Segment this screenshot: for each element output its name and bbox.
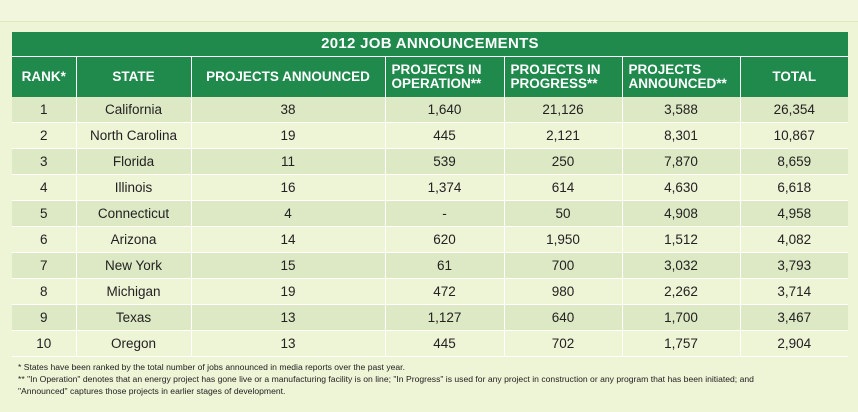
progress-cell: 640	[504, 304, 623, 331]
announced-cell: 1,700	[622, 304, 741, 331]
operation-cell: 539	[385, 148, 505, 175]
total-cell: 4,082	[740, 226, 848, 253]
data-table: RANK* STATE PROJECTS ANNOUNCED PROJECTS …	[12, 57, 848, 357]
rank-cell: 10	[12, 330, 77, 357]
table-row: 6 Arizona 14 620 1,950 1,512 4,082	[12, 226, 848, 253]
announced-cell: 4,630	[622, 174, 741, 201]
operation-cell: 61	[385, 252, 505, 279]
col-header-announced: PROJECTS ANNOUNCED**	[622, 57, 741, 97]
header-row: RANK* STATE PROJECTS ANNOUNCED PROJECTS …	[12, 57, 848, 97]
state-cell: Michigan	[76, 278, 192, 305]
projects-cell: 19	[191, 122, 386, 149]
total-cell: 3,714	[740, 278, 848, 305]
progress-cell: 702	[504, 330, 623, 357]
table-row: 4 Illinois 16 1,374 614 4,630 6,618	[12, 174, 848, 201]
footnote-definitions: ** "In Operation" denotes that an energy…	[18, 374, 754, 384]
total-cell: 26,354	[740, 97, 848, 123]
table-row: 3 Florida 11 539 250 7,870 8,659	[12, 148, 848, 175]
rank-cell: 6	[12, 226, 77, 253]
operation-cell: 445	[385, 330, 505, 357]
projects-cell: 15	[191, 252, 386, 279]
projects-cell: 16	[191, 174, 386, 201]
progress-cell: 250	[504, 148, 623, 175]
progress-cell: 700	[504, 252, 623, 279]
progress-cell: 2,121	[504, 122, 623, 149]
rank-cell: 8	[12, 278, 77, 305]
state-cell: Oregon	[76, 330, 192, 357]
rank-cell: 2	[12, 122, 77, 149]
rank-cell: 7	[12, 252, 77, 279]
operation-cell: 472	[385, 278, 505, 305]
announced-cell: 1,757	[622, 330, 741, 357]
table-body: 1 California 38 1,640 21,126 3,588 26,354 2 Nort…	[12, 97, 848, 357]
col-header-projects-announced: PROJECTS ANNOUNCED	[191, 57, 386, 97]
total-cell: 4,958	[740, 200, 848, 227]
table-row: 8 Michigan 19 472 980 2,262 3,714	[12, 278, 848, 305]
total-cell: 10,867	[740, 122, 848, 149]
table-row: 2 North Carolina 19 445 2,121 8,301 10,867	[12, 122, 848, 149]
progress-cell: 980	[504, 278, 623, 305]
projects-cell: 11	[191, 148, 386, 175]
footnotes: * States have been ranked by the total n…	[18, 361, 848, 397]
progress-cell: 50	[504, 200, 623, 227]
progress-cell: 21,126	[504, 97, 623, 123]
state-cell: Florida	[76, 148, 192, 175]
operation-cell: 445	[385, 122, 505, 149]
footnote-ranking: * States have been ranked by the total n…	[18, 362, 405, 372]
col-header-state: STATE	[76, 57, 192, 97]
state-cell: New York	[76, 252, 192, 279]
total-cell: 6,618	[740, 174, 848, 201]
rank-cell: 5	[12, 200, 77, 227]
total-cell: 8,659	[740, 148, 848, 175]
operation-cell: -	[385, 200, 505, 227]
job-announcements-table: 2012 JOB ANNOUNCEMENTS RANK* STATE PROJE…	[12, 32, 848, 357]
total-cell: 2,904	[740, 330, 848, 357]
state-cell: Arizona	[76, 226, 192, 253]
projects-cell: 19	[191, 278, 386, 305]
projects-cell: 38	[191, 97, 386, 123]
table-title: 2012 JOB ANNOUNCEMENTS	[12, 32, 848, 57]
announced-cell: 3,588	[622, 97, 741, 123]
table-row: 7 New York 15 61 700 3,032 3,793	[12, 252, 848, 279]
table-row: 9 Texas 13 1,127 640 1,700 3,467	[12, 304, 848, 331]
announced-cell: 3,032	[622, 252, 741, 279]
progress-cell: 614	[504, 174, 623, 201]
projects-cell: 4	[191, 200, 386, 227]
announced-cell: 1,512	[622, 226, 741, 253]
projects-cell: 13	[191, 330, 386, 357]
projects-cell: 13	[191, 304, 386, 331]
col-header-in-operation: PROJECTS IN OPERATION**	[385, 57, 505, 97]
table-row: 5 Connecticut 4-50 4,908 4,958	[12, 200, 848, 227]
top-decorative-band	[0, 0, 858, 22]
rank-cell: 3	[12, 148, 77, 175]
announced-cell: 4,908	[622, 200, 741, 227]
state-cell: North Carolina	[76, 122, 192, 149]
col-header-total: TOTAL	[740, 57, 848, 97]
table-row: 10 Oregon 13 445 702 1,757 2,904	[12, 330, 848, 357]
operation-cell: 1,374	[385, 174, 505, 201]
announced-cell: 8,301	[622, 122, 741, 149]
operation-cell: 620	[385, 226, 505, 253]
projects-cell: 14	[191, 226, 386, 253]
rank-cell: 4	[12, 174, 77, 201]
state-cell: Texas	[76, 304, 192, 331]
announced-cell: 7,870	[622, 148, 741, 175]
total-cell: 3,793	[740, 252, 848, 279]
total-cell: 3,467	[740, 304, 848, 331]
progress-cell: 1,950	[504, 226, 623, 253]
rank-cell: 1	[12, 97, 77, 123]
state-cell: Connecticut	[76, 200, 192, 227]
table-row: 1 California 38 1,640 21,126 3,588 26,354	[12, 97, 848, 123]
operation-cell: 1,640	[385, 97, 505, 123]
footnote-definitions-cont: "Announced" captures those projects in e…	[18, 386, 286, 396]
rank-cell: 9	[12, 304, 77, 331]
state-cell: Illinois	[76, 174, 192, 201]
state-cell: California	[76, 97, 192, 123]
operation-cell: 1,127	[385, 304, 505, 331]
col-header-rank: RANK*	[12, 57, 77, 97]
announced-cell: 2,262	[622, 278, 741, 305]
col-header-in-progress: PROJECTS IN PROGRESS**	[504, 57, 623, 97]
